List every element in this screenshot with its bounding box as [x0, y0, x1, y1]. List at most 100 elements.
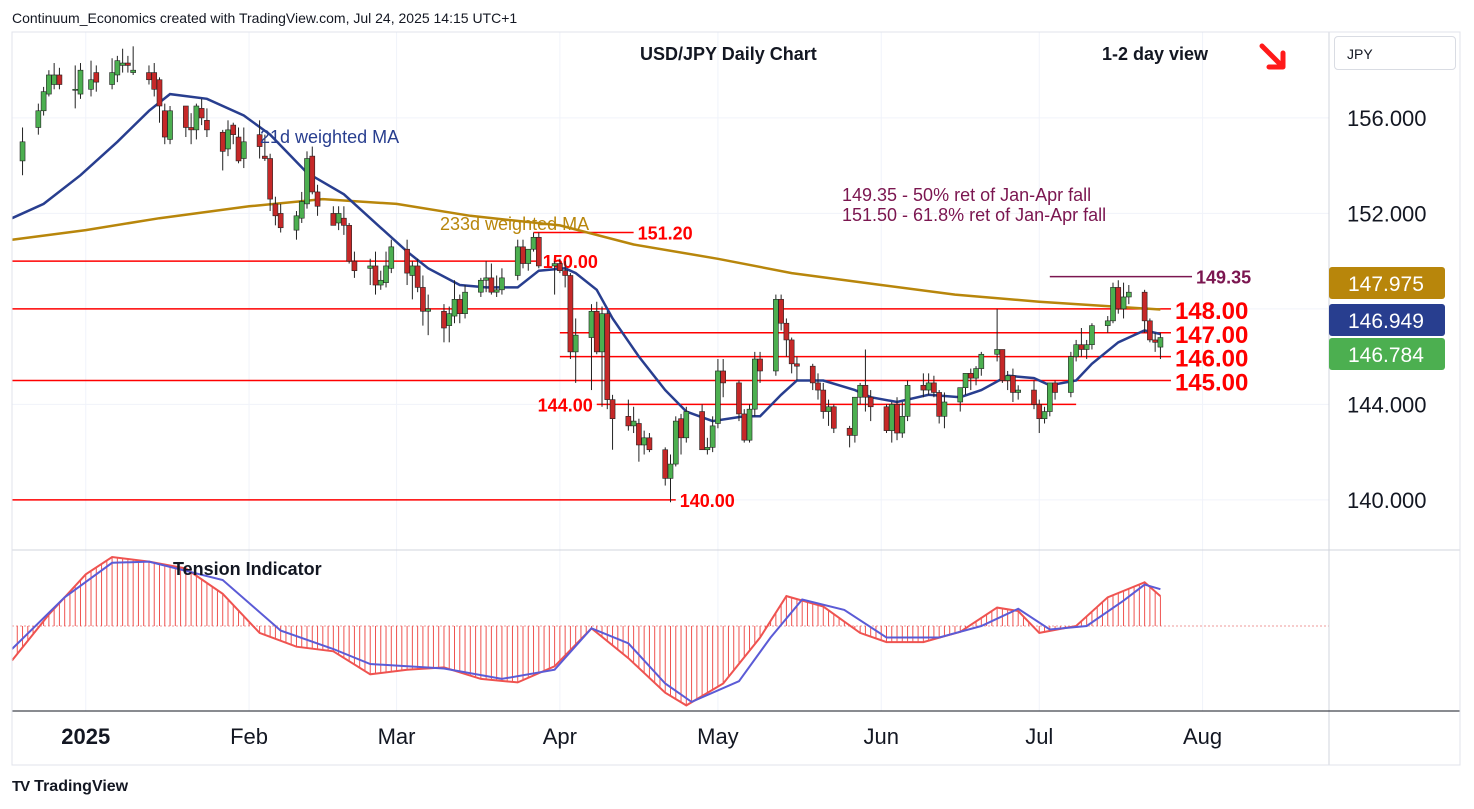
- candle-body: [899, 416, 906, 434]
- candle-body: [499, 277, 505, 291]
- ma21-line: [11, 92, 1161, 423]
- candle-body: [1046, 382, 1053, 412]
- candle-body: [1147, 320, 1153, 341]
- candle-body: [341, 217, 347, 226]
- tag-ma21: 146.949: [1348, 310, 1424, 333]
- candle-body: [167, 110, 173, 140]
- candle-body: [978, 353, 985, 369]
- candle-body: [973, 368, 979, 379]
- candle-body: [1089, 325, 1095, 346]
- ma21-label: 21d weighted MA: [260, 127, 399, 147]
- tradingview-logo-icon: TV: [12, 778, 30, 795]
- x-tick-label: Apr: [543, 724, 577, 749]
- level-label: 147.00: [1175, 322, 1248, 349]
- candle-body: [114, 60, 121, 76]
- candle-body: [478, 279, 484, 293]
- candle-body: [957, 387, 964, 403]
- candle-body: [778, 299, 784, 324]
- candle-body: [462, 291, 468, 314]
- tag-last: 146.784: [1348, 344, 1424, 367]
- candle-body: [525, 248, 532, 264]
- x-tick-label: 2025: [61, 724, 110, 749]
- candle-body: [335, 213, 342, 224]
- candle-body: [351, 260, 358, 272]
- candle-body: [625, 416, 632, 427]
- tag-ma233: 147.975: [1348, 273, 1424, 296]
- candle-body: [715, 370, 721, 424]
- candle-body: [667, 463, 674, 479]
- candle-body: [888, 404, 895, 431]
- candle-body: [156, 79, 163, 107]
- candle-body: [604, 313, 611, 400]
- candle-body: [1078, 344, 1085, 350]
- candle-body: [894, 404, 900, 434]
- candle-body: [1120, 296, 1127, 310]
- candle-body: [330, 213, 337, 226]
- y-tick-label: 152.000: [1347, 201, 1427, 226]
- candle-body: [609, 399, 616, 420]
- candle-body: [757, 358, 763, 372]
- moving-averages: [11, 92, 1161, 423]
- candle-body: [204, 120, 210, 131]
- y-tick-label: 144.000: [1347, 392, 1427, 417]
- candle-body: [672, 420, 679, 465]
- candle-body: [262, 155, 268, 159]
- candle-body: [514, 246, 521, 276]
- ma233-line: [11, 197, 1161, 311]
- candle-body: [999, 349, 1006, 381]
- candle-body: [636, 423, 642, 446]
- candle-body: [388, 246, 395, 269]
- candle-body: [488, 277, 495, 293]
- candle-body: [40, 91, 47, 112]
- candle-body: [1115, 287, 1122, 310]
- candle-body: [551, 263, 558, 267]
- candle-body: [941, 401, 948, 417]
- candle-body: [1010, 375, 1016, 393]
- candle-body: [256, 134, 263, 147]
- candle-body: [109, 72, 115, 85]
- candle-body: [773, 299, 779, 372]
- candle-body: [925, 382, 932, 391]
- candle-body: [1110, 287, 1116, 322]
- candle-body: [146, 72, 152, 81]
- candle-body: [794, 363, 800, 367]
- candle-body: [456, 299, 463, 314]
- candle-body: [962, 373, 969, 388]
- level-label: 146.00: [1175, 346, 1248, 373]
- candle-body: [1152, 339, 1158, 343]
- annotations: USD/JPY Daily Chart 1-2 day view 21d wei…: [173, 43, 1286, 579]
- x-tick-label: Aug: [1183, 724, 1222, 749]
- level-label: 150.00: [543, 252, 598, 272]
- x-tick-label: May: [697, 724, 739, 749]
- tension-indicator: [11, 555, 1329, 707]
- x-tick-label: Mar: [378, 724, 416, 749]
- ma233-label: 233d weighted MA: [440, 214, 589, 234]
- grid: [12, 32, 1329, 711]
- candle-body: [557, 263, 563, 272]
- candle-body: [820, 389, 827, 412]
- candle-body: [1015, 389, 1021, 393]
- candle-body: [183, 105, 189, 128]
- candle-body: [267, 158, 273, 200]
- tag-ma233-bg: [1329, 267, 1445, 299]
- level-label: 151.20: [638, 224, 693, 244]
- level-label: 148.00: [1175, 298, 1248, 325]
- candle-body: [593, 310, 600, 353]
- candle-body: [783, 322, 790, 341]
- candle-body: [314, 191, 321, 207]
- candle-body: [93, 72, 100, 83]
- axes: 140.000 144.000 152.000 156.000 2025 Feb Mar Ap…: [11, 31, 1461, 766]
- candle-body: [88, 79, 94, 90]
- candle-body: [225, 129, 231, 150]
- footer-brand[interactable]: TV TradingView: [12, 778, 128, 796]
- tension-line: [11, 555, 1162, 707]
- candle-body: [736, 382, 742, 415]
- currency-selector[interactable]: JPY: [1334, 36, 1456, 70]
- candle-body: [931, 382, 937, 393]
- candle-body: [1004, 375, 1011, 381]
- tag-last-bg: [1329, 338, 1445, 370]
- footer-brand-label: TradingView: [34, 778, 129, 795]
- candle-body: [409, 265, 416, 276]
- candle-body: [646, 437, 653, 451]
